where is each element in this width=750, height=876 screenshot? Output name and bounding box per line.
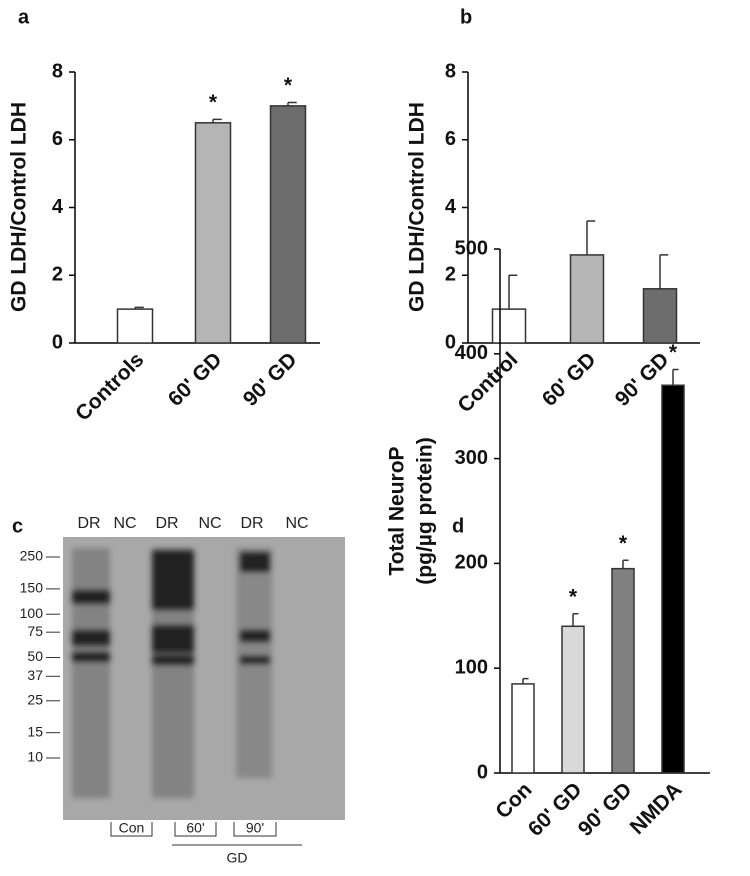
marker-label: 100 [20,605,44,621]
marker-label: 150 [20,580,44,596]
error-bar [572,612,579,627]
lane-label: NC [285,515,308,532]
bar [611,567,635,774]
group-bracket [110,822,153,837]
x-tick-label: 90' GD [239,348,302,411]
x-tick-label: Con [491,778,536,823]
y-tick-label: 4 [445,196,457,218]
error-bar [134,306,144,310]
y-tick-label: 2 [445,264,456,286]
error-bar [622,559,629,569]
error-bar [212,118,222,123]
significance-marker: * [569,585,578,608]
y-axis-label: Total NeuroP [386,446,409,575]
x-tick-label: 90' GD [574,778,637,841]
panel-letter: a [18,6,30,28]
y-tick-label: 4 [52,196,64,218]
panel-letter: d [452,515,464,537]
error-bar [508,274,518,310]
y-tick-label: 0 [477,761,488,783]
y-tick-label: 6 [445,128,456,150]
significance-marker: * [209,91,218,114]
group-label: 60' [186,820,204,836]
group-label: GD [227,850,248,866]
marker-label: 10 [27,749,43,765]
significance-marker: * [619,532,628,555]
y-axis-label: (pg/µg protein) [414,437,437,584]
y-tick-label: 8 [52,60,63,82]
y-tick-label: 2 [52,264,63,286]
error-bar [659,254,669,289]
x-tick-label: 60' GD [538,348,601,411]
lane-label: DR [240,515,263,532]
group-label: Con [119,820,145,836]
y-tick-label: 200 [455,552,488,574]
y-tick-label: 6 [52,128,63,150]
y-tick-label: 300 [455,447,488,469]
y-tick-label: 8 [445,60,456,82]
bar [269,105,307,344]
x-tick-label: 60' GD [164,348,227,411]
error-bar [672,368,679,386]
lane-label: NC [198,515,221,532]
y-tick-label: 500 [455,237,488,259]
error-bar [586,220,596,255]
marker-label: 250 [20,548,44,564]
y-tick-label: 100 [455,656,488,678]
x-tick-label: 60' GD [524,778,587,841]
error-bar [522,677,529,684]
panel-letter: b [460,6,472,28]
y-axis-label: GD LDH/Control LDH [8,102,31,312]
marker-label: 25 [27,691,43,707]
y-tick-label: 0 [445,331,456,353]
marker-label: 37 [27,667,43,683]
group-bracket [174,822,217,837]
group-label: 90' [246,820,264,836]
bar [194,122,232,344]
y-tick-label: 0 [52,331,63,353]
bar [561,625,585,774]
x-tick-label: Controls [71,348,148,425]
bar [491,308,527,344]
bar [661,384,685,774]
y-axis-label: GD LDH/Control LDH [406,102,429,312]
y-tick-label: 400 [455,342,488,364]
lane-label: NC [113,515,136,532]
bar [569,254,605,344]
panel-letter: c [12,515,23,537]
marker-label: 15 [27,723,43,739]
bar [642,288,678,344]
marker-label: 75 [27,623,43,639]
bar [511,683,535,774]
error-bar [287,101,297,106]
blot-bands [72,548,272,798]
lane-label: DR [77,515,100,532]
lane-label: DR [155,515,178,532]
significance-marker: * [284,74,293,97]
group-bracket [233,822,277,837]
marker-label: 50 [27,648,43,664]
bar [116,308,154,344]
significance-marker: * [669,341,678,364]
x-tick-label: NMDA [626,778,687,839]
